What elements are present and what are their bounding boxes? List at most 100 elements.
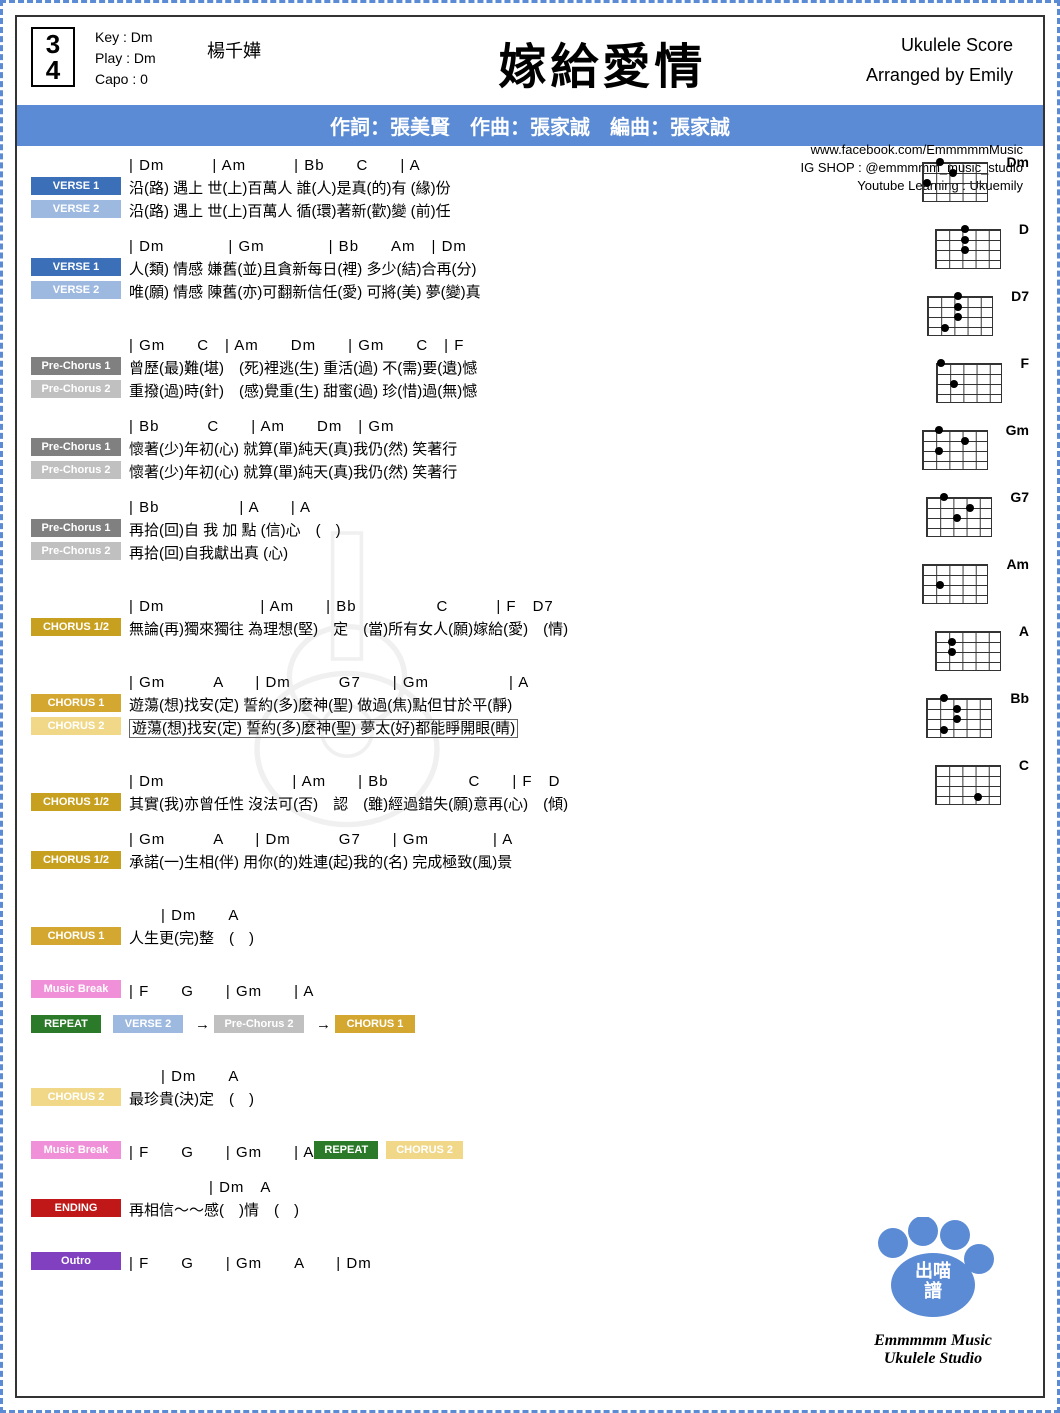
section	[31, 1123, 819, 1127]
section-tag: Pre-Chorus 2	[31, 461, 121, 479]
chord-line: | Dm A	[129, 1176, 271, 1197]
section	[31, 962, 819, 966]
lyric-line: | F G | Gm | A	[129, 1141, 314, 1162]
section-tag: CHORUS 1/2	[31, 793, 121, 811]
section: | Dm | Am | Bb C | A VERSE 1 沿(路) 遇上 世(上)百…	[31, 154, 819, 221]
section: | Gm A | Dm G7 | Gm | ACHORUS 1/2承諾(一)生相…	[31, 828, 819, 872]
svg-text:譜: 譜	[924, 1280, 942, 1301]
arrow-icon: →	[316, 1016, 331, 1033]
chord-line: | Gm A | Dm G7 | Gm | A	[129, 671, 529, 692]
arrow-icon: →	[195, 1016, 210, 1033]
lyric-line: 唯(願) 情感 陳舊(亦)可翻新信任(愛) 可將(美) 夢(變)真	[129, 281, 481, 302]
chord-line: | Dm | Am | Bb C | A	[129, 154, 421, 175]
lyric-line: 懷著(少)年初(心) 就算(單)純天(真)我仍(然) 笑著行	[129, 438, 457, 459]
lyric-line: 遊蕩(想)找安(定) 誓約(多)麼神(聖) 夢太(好)都能睜開眼(睛)	[129, 717, 518, 738]
section	[31, 653, 819, 657]
logo-paw: 出喵 譜 Emmmmm Music Ukulele Studio	[863, 1217, 1003, 1368]
section: | Gm A | Dm G7 | Gm | ACHORUS 1遊蕩(想)找安(定…	[31, 671, 819, 738]
section-tag: Pre-Chorus 2	[31, 542, 121, 560]
header: 3 4 Key : Dm Play : Dm Capo : 0 楊千嬅 嫁給愛情…	[31, 27, 1029, 97]
section: Music Break| F G | Gm | A REPEAT CHORUS …	[31, 1141, 819, 1162]
section-tag: CHORUS 1/2	[31, 618, 121, 636]
section: | Dm AENDING再相信～～感( )情 ( )	[31, 1176, 819, 1220]
lyric-line: 沿(路) 遇上 世(上)百萬人 誰(人)是真(的)有 (緣)份	[129, 177, 451, 198]
chord-diagram-Bb: Bb	[829, 690, 1029, 749]
section	[31, 752, 819, 756]
section	[31, 1047, 819, 1051]
lyric-line: 其實(我)亦曾任性 沒法可(否) 認 (雖)經過錯失(願)意再(心) (傾)	[129, 793, 568, 814]
section-tag: VERSE 1	[31, 177, 121, 195]
time-sig-top: 3	[46, 31, 60, 57]
time-signature: 3 4	[31, 27, 75, 87]
section-tag: CHORUS 1/2	[31, 851, 121, 869]
section	[31, 577, 819, 581]
section: | Dm | Am | Bb C | F D CHORUS 1/2 其實(我)亦曾任…	[31, 770, 819, 814]
chord-line: | Gm C | Am Dm | Gm C | F	[129, 334, 464, 355]
repeat-tag: REPEAT	[31, 1015, 101, 1033]
chord-diagram-Gm: Gm	[829, 422, 1029, 481]
section: | Dm | Gm | Bb Am | Dm VERSE 1 人(類) 情感 嫌舊(…	[31, 235, 819, 302]
section-tag: VERSE 2	[31, 200, 121, 218]
svg-text:出喵: 出喵	[915, 1260, 951, 1281]
section: Outro| F G | Gm A | Dm	[31, 1252, 819, 1273]
chord-line: | Dm A	[129, 1065, 239, 1086]
lyric-line: | F G | Gm A | Dm	[129, 1252, 372, 1273]
section	[31, 1234, 819, 1238]
section-tag: CHORUS 1	[31, 927, 121, 945]
credits-bar: 作詞：張美賢 作曲：張家誠 編曲：張家誠	[17, 105, 1043, 146]
time-sig-bottom: 4	[46, 57, 60, 83]
chord-line: | Gm A | Dm G7 | Gm | A	[129, 828, 513, 849]
chord-line: | Bb C | Am Dm | Gm	[129, 415, 395, 436]
chord-diagram-A: A	[829, 623, 1029, 682]
chord-line: | Dm A	[129, 904, 239, 925]
lyric-line: 人生更(完)整 ( )	[129, 927, 254, 948]
page: 3 4 Key : Dm Play : Dm Capo : 0 楊千嬅 嫁給愛情…	[0, 0, 1060, 1413]
song-meta: Key : Dm Play : Dm Capo : 0	[95, 27, 156, 90]
section-tag: Music Break	[31, 980, 121, 998]
chord-line: | Bb | A | A	[129, 496, 311, 517]
section: | Gm C | Am Dm | Gm C | F Pre-Chorus 1 曾歷(…	[31, 334, 819, 401]
lyric-line: 無論(再)獨來獨往 為理想(堅) 定 (當)所有女人(願)嫁給(愛) (情)	[129, 618, 568, 639]
lyric-line: 再相信～～感( )情 ( )	[129, 1199, 299, 1220]
section: | Dm A CHORUS 1 人生更(完)整 ( )	[31, 904, 819, 948]
chord-diagram-C: C	[829, 757, 1029, 816]
chord-line: | Dm | Am | Bb C | F D	[129, 770, 560, 791]
section: | Bb C | Am Dm | Gm Pre-Chorus 1 懷著(少)年初(心…	[31, 415, 819, 482]
inner-frame: 3 4 Key : Dm Play : Dm Capo : 0 楊千嬅 嫁給愛情…	[15, 15, 1045, 1398]
chord-diagram-D: D	[829, 221, 1029, 280]
arranger: Arranged by Emily	[866, 65, 1013, 86]
section: REPEAT VERSE 2→Pre-Chorus 2→CHORUS 1	[31, 1015, 819, 1033]
chord-line: | Dm | Am | Bb C | F D7	[129, 595, 554, 616]
chord-diagram-D7: D7	[829, 288, 1029, 347]
section	[31, 316, 819, 320]
inline-tag: CHORUS 2	[386, 1141, 463, 1159]
section-tag: CHORUS 2	[31, 1088, 121, 1106]
lyric-line: 遊蕩(想)找安(定) 誓約(多)麼神(聖) 做過(焦)點但甘於平(靜)	[129, 694, 512, 715]
section-tag: Pre-Chorus 2	[31, 380, 121, 398]
content-area: | Dm | Am | Bb C | A VERSE 1 沿(路) 遇上 世(上)百…	[31, 154, 1029, 1287]
lyric-line: 曾歷(最)難(堪) (死)裡逃(生) 重活(過) 不(需)要(遺)憾	[129, 357, 477, 378]
section-tag: VERSE 1	[31, 258, 121, 276]
studio-name-2: Ukulele Studio	[863, 1350, 1003, 1368]
section: | Dm | Am | Bb C | F D7 CHORUS 1/2 無論(再)獨來…	[31, 595, 819, 639]
chord-line: | Dm | Gm | Bb Am | Dm	[129, 235, 467, 256]
inline-tag: REPEAT	[314, 1141, 378, 1159]
score-type: Ukulele Score	[901, 35, 1013, 56]
lyric-line: 最珍貴(決)定 ( )	[129, 1088, 254, 1109]
chord-diagrams: DmDD7FGmG7AmABbC	[829, 154, 1029, 1287]
chord-diagram-F: F	[829, 355, 1029, 414]
paw-icon: 出喵 譜	[863, 1217, 1003, 1327]
meta-play: Play : Dm	[95, 48, 156, 69]
lyric-line: 懷著(少)年初(心) 就算(單)純天(真)我仍(然) 笑著行	[129, 461, 457, 482]
lyric-line: 再拾(回)自 我 加 點 (信)心 ( )	[129, 519, 341, 540]
section-tag: Pre-Chorus 1	[31, 519, 121, 537]
flow-verse2: VERSE 2	[113, 1015, 183, 1033]
flow-chorus1: CHORUS 1	[335, 1015, 415, 1033]
lyric-line: 人(類) 情感 嫌舊(並)且貪新每日(裡) 多少(結)合再(分)	[129, 258, 476, 279]
flow-pre2: Pre-Chorus 2	[214, 1015, 304, 1033]
section	[31, 886, 819, 890]
section-tag: Pre-Chorus 1	[31, 438, 121, 456]
chord-diagram-Am: Am	[829, 556, 1029, 615]
section-tag: Pre-Chorus 1	[31, 357, 121, 375]
section: Music Break| F G | Gm | A	[31, 980, 819, 1001]
